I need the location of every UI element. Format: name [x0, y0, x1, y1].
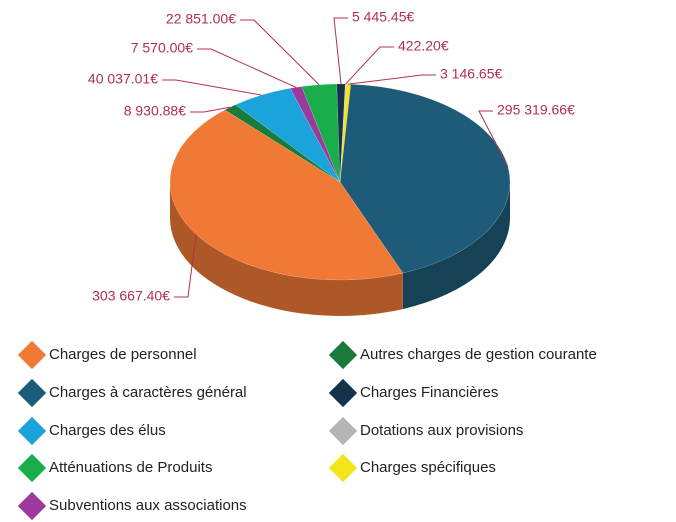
legend-swatch: [328, 340, 358, 370]
leader-line: [174, 234, 197, 298]
legend-label: Subventions aux associations: [49, 497, 247, 514]
legend-label: Autres charges de gestion courante: [360, 346, 597, 363]
legend-label: Charges de personnel: [49, 346, 197, 363]
slice: [224, 104, 341, 183]
leader-line: [478, 110, 509, 167]
value-label: 7 570.00€: [131, 40, 193, 56]
legend-swatch: [17, 491, 47, 521]
slice: [169, 109, 404, 281]
legend-label: Charges des élus: [49, 422, 166, 439]
leader-line: [348, 74, 436, 85]
value-label: 5 445.45€: [352, 9, 414, 25]
slice: [301, 83, 341, 183]
legend-label: Charges Financières: [360, 384, 498, 401]
slice-side: [170, 182, 403, 316]
value-label: 422.20€: [398, 38, 449, 54]
legend-swatch: [328, 453, 358, 483]
legend-swatch: [17, 378, 47, 408]
legend-swatch: [328, 378, 358, 408]
legend-swatch: [17, 453, 47, 483]
legend-swatch: [328, 416, 358, 446]
legend-label: Charges spécifiques: [360, 459, 496, 476]
leader-line: [240, 19, 320, 86]
legend-label: Atténuations de Produits: [49, 459, 212, 476]
value-label: 8 930.88€: [124, 103, 186, 119]
slice: [336, 83, 346, 183]
value-label: 22 851.00€: [166, 11, 236, 27]
value-label: 303 667.40€: [92, 288, 170, 304]
slice-side: [402, 182, 510, 310]
leader-line: [333, 17, 348, 85]
leader-line: [345, 46, 394, 85]
leader-line: [190, 106, 231, 113]
legend-label: Charges à caractères général: [49, 384, 247, 401]
value-label: 295 319.66€: [497, 102, 575, 118]
value-label: 3 146.65€: [440, 66, 502, 82]
legend-label: Dotations aux provisions: [360, 422, 523, 439]
leader-line: [162, 79, 262, 96]
value-label: 40 037.01€: [88, 71, 158, 87]
legend-swatch: [17, 416, 47, 446]
legend-swatch: [17, 340, 47, 370]
leader-line: [197, 48, 297, 88]
